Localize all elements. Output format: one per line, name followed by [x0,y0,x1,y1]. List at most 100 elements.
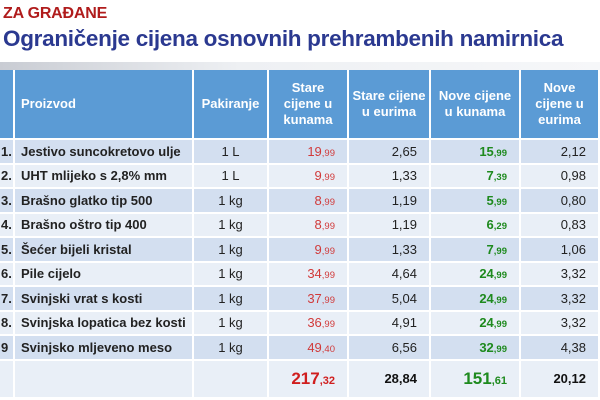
col-header-old-eur: Stare cijene u eurima [347,70,430,139]
old-price-eur: 4,91 [347,309,430,335]
table-row: 4. Brašno oštro tip 400 1 kg 8,99 1,19 6… [0,211,598,237]
row-number: 7. [0,285,14,311]
table-row: 6. Pile cijelo 1 kg 34,99 4,64 24,99 3,3… [0,260,598,286]
old-price-eur: 1,19 [347,211,430,237]
new-price-eur: 0,98 [519,162,598,188]
row-number: 1. [0,138,14,164]
old-price-kn: 9,99 [267,236,348,262]
old-price-kn-dec: ,40 [321,343,335,355]
new-price-kn-dec: ,99 [493,147,507,159]
new-price-kn-int: 6 [486,217,494,233]
new-price-eur: 2,12 [519,138,598,164]
row-number: 6. [0,260,14,286]
price-table: Proizvod Pakiranje Stare cijene u kunama… [0,70,598,397]
old-price-kn-int: 9 [314,168,322,184]
table-row: 9 Svinjsko mljeveno meso 1 kg 49,40 6,56… [0,334,598,360]
old-price-kn: 34,99 [267,260,348,286]
package-size: 1 kg [192,211,268,237]
old-price-kn-int: 49 [307,339,322,355]
new-price-eur: 1,06 [519,236,598,262]
total-new-kn-dec: ,61 [491,374,507,387]
old-price-kn-int: 36 [307,315,322,331]
row-number: 8. [0,309,14,335]
package-size: 1 kg [192,334,268,360]
product-name: Brašno glatko tip 500 [13,187,193,213]
old-price-kn-dec: ,99 [321,172,335,184]
new-price-kn-int: 24 [479,266,494,282]
old-price-eur: 1,33 [347,236,430,262]
row-number: 3. [0,187,14,213]
total-new-eur: 20,12 [519,358,598,397]
new-price-eur: 3,32 [519,309,598,335]
old-price-eur: 4,64 [347,260,430,286]
table-row: 8. Svinjska lopatica bez kosti 1 kg 36,9… [0,309,598,335]
table-row: 1. Jestivo suncokretovo ulje 1 L 19,99 2… [0,138,598,164]
product-name: UHT mlijeko s 2,8% mm [13,162,193,188]
old-price-eur: 6,56 [347,334,430,360]
new-price-kn: 6,29 [429,211,520,237]
old-price-kn-dec: ,99 [321,147,335,159]
new-price-kn: 7,39 [429,162,520,188]
new-price-kn: 24,99 [429,309,520,335]
old-price-kn: 36,99 [267,309,348,335]
new-price-eur: 3,32 [519,260,598,286]
total-old-kn-int: 217 [291,368,320,388]
new-price-kn: 24,99 [429,260,520,286]
row-number: 5. [0,236,14,262]
section-label: ZA GRAĐANE [3,5,108,22]
product-name: Svinjska lopatica bez kosti [13,309,193,335]
total-old-eur-value: 28,84 [384,371,417,386]
table-row: 3. Brašno glatko tip 500 1 kg 8,99 1,19 … [0,187,598,213]
total-new-kn: 151,61 [429,358,520,397]
old-price-eur: 1,33 [347,162,430,188]
new-price-kn-int: 7 [486,168,494,184]
new-price-kn-int: 5 [486,192,494,208]
table-row: 5. Šećer bijeli kristal 1 kg 9,99 1,33 7… [0,236,598,262]
old-price-kn: 19,99 [267,138,348,164]
old-price-kn-dec: ,99 [321,319,335,331]
old-price-kn-int: 9 [314,241,322,257]
old-price-kn-dec: ,99 [321,221,335,233]
package-size: 1 L [192,162,268,188]
new-price-kn-int: 32 [479,339,494,355]
new-price-kn-dec: ,29 [493,221,507,233]
old-price-kn: 49,40 [267,334,348,360]
totals-row: 217,32 28,84 151,61 20,12 [0,358,598,397]
total-old-kn-dec: ,32 [319,374,335,387]
totals-empty-number [0,358,14,397]
col-header-product: Proizvod [13,70,193,139]
old-price-kn: 8,99 [267,187,348,213]
row-number: 9 [0,334,14,360]
new-price-kn-dec: ,99 [493,245,507,257]
col-header-new-eur: Nove cijene u eurima [519,70,598,139]
package-size: 1 kg [192,236,268,262]
row-number: 4. [0,211,14,237]
old-price-kn: 9,99 [267,162,348,188]
package-size: 1 kg [192,260,268,286]
old-price-kn-int: 37 [307,290,322,306]
new-price-kn-dec: ,99 [493,294,507,306]
col-header-old-kn: Stare cijene u kunama [267,70,348,139]
product-name: Jestivo suncokretovo ulje [13,138,193,164]
old-price-eur: 1,19 [347,187,430,213]
new-price-kn-int: 7 [486,241,494,257]
new-price-kn-int: 24 [479,315,494,331]
new-price-kn: 15,99 [429,138,520,164]
new-price-kn: 32,99 [429,334,520,360]
old-price-kn-int: 19 [307,143,322,159]
old-price-kn-dec: ,99 [321,270,335,282]
old-price-kn-dec: ,99 [321,294,335,306]
new-price-kn-dec: ,99 [493,196,507,208]
product-name: Svinjsko mljeveno meso [13,334,193,360]
package-size: 1 kg [192,285,268,311]
title-divider [0,62,600,70]
old-price-kn: 8,99 [267,211,348,237]
old-price-kn-int: 8 [314,192,322,208]
table-header-row: Proizvod Pakiranje Stare cijene u kunama… [0,70,598,139]
new-price-kn-dec: ,39 [493,172,507,184]
old-price-kn-dec: ,99 [321,196,335,208]
totals-empty-package [192,358,268,397]
total-new-eur-value: 20,12 [553,371,586,386]
new-price-kn-dec: ,99 [493,319,507,331]
totals-empty-product [13,358,193,397]
